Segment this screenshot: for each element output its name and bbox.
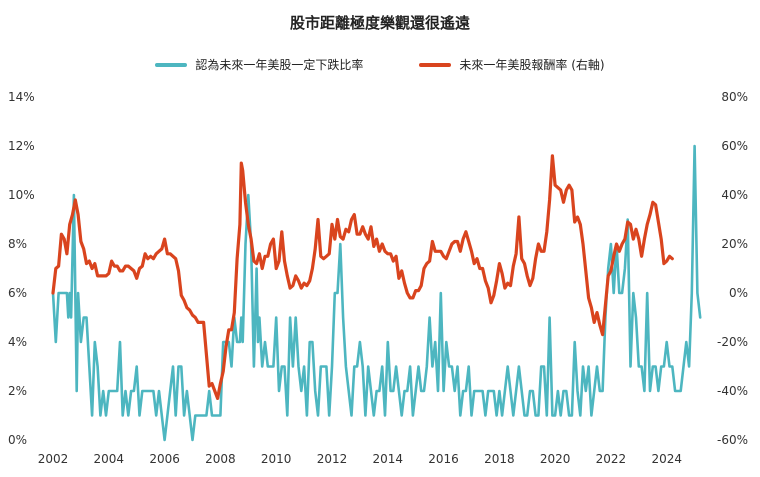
x-tick-label: 2020 (540, 452, 571, 466)
legend-swatch-2 (419, 62, 452, 67)
y-left-tick-label: 14% (8, 90, 35, 104)
y-right-tick-label: 80% (721, 90, 748, 104)
x-tick-label: 2018 (484, 452, 515, 466)
x-tick-label: 2016 (428, 452, 459, 466)
series-line-2 (51, 154, 674, 400)
y-left-tick-label: 0% (8, 433, 27, 447)
x-tick-label: 2022 (596, 452, 627, 466)
x-tick-label: 2004 (94, 452, 125, 466)
x-tick-label: 2006 (149, 452, 180, 466)
series-line-1 (51, 144, 702, 442)
y-left-tick-label: 6% (8, 286, 27, 300)
legend-item-1: 認為未來一年美股一定下跌比率 (155, 56, 363, 73)
legend-swatch-1 (155, 62, 188, 67)
legend: 認為未來一年美股一定下跌比率 未來一年美股報酬率 (右軸) (0, 56, 760, 73)
y-right-tick-label: 20% (721, 237, 748, 251)
y-right-tick-label: 40% (721, 188, 748, 202)
y-left-tick-label: 4% (8, 335, 27, 349)
legend-item-2: 未來一年美股報酬率 (右軸) (419, 56, 605, 73)
legend-label-2: 未來一年美股報酬率 (右軸) (459, 58, 605, 72)
x-tick-label: 2010 (261, 452, 292, 466)
x-tick-label: 2014 (372, 452, 403, 466)
y-left-tick-label: 2% (8, 384, 27, 398)
chart-title: 股市距離極度樂觀還很遙遠 (289, 14, 470, 32)
y-left-tick-label: 12% (8, 139, 35, 153)
y-right-tick-label: -20% (717, 335, 748, 349)
x-tick-label: 2008 (205, 452, 236, 466)
y-right-tick-label: 0% (729, 286, 748, 300)
y-right-tick-label: -40% (717, 384, 748, 398)
y-right-tick-label: 60% (721, 139, 748, 153)
legend-label-1: 認為未來一年美股一定下跌比率 (195, 58, 364, 72)
x-tick-label: 2024 (651, 452, 682, 466)
x-tick-label: 2002 (38, 452, 69, 466)
y-left-tick-label: 8% (8, 237, 27, 251)
y-right-tick-label: -60% (717, 433, 748, 447)
y-left-tick-label: 10% (8, 188, 35, 202)
x-tick-label: 2012 (317, 452, 348, 466)
